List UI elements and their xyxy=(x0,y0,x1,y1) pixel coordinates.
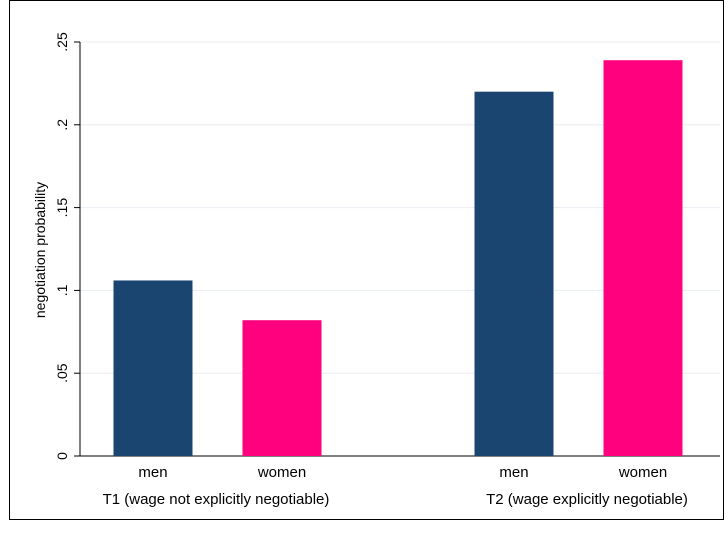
bar-t1-men xyxy=(113,280,193,456)
y-tick-label: 0 xyxy=(54,452,70,460)
bar-t2-men xyxy=(474,91,554,457)
category-labels: men women T1 (wage not explicitly negotiab… xyxy=(103,464,688,508)
y-tick-label: .25 xyxy=(54,32,70,52)
y-axis-title: negotiation probability xyxy=(32,182,48,318)
bars xyxy=(113,60,683,457)
bar-t1-women xyxy=(242,320,322,456)
group-label: T1 (wage not explicitly negotiable) xyxy=(103,491,330,508)
y-tick-label: .2 xyxy=(54,119,70,131)
category-label: men xyxy=(499,464,528,481)
plot-frame xyxy=(9,0,724,520)
category-label: women xyxy=(618,464,667,481)
y-tick-label: .15 xyxy=(54,198,70,218)
category-label: men xyxy=(138,464,167,481)
y-ticks: 0 .05 .1 .15 .2 .25 xyxy=(54,32,80,460)
y-tick-label: .05 xyxy=(54,363,70,383)
y-tick-label: .1 xyxy=(54,284,70,296)
group-label: T2 (wage explicitly negotiable) xyxy=(486,491,688,508)
category-label: women xyxy=(257,464,306,481)
bar-t2-women xyxy=(603,60,683,456)
